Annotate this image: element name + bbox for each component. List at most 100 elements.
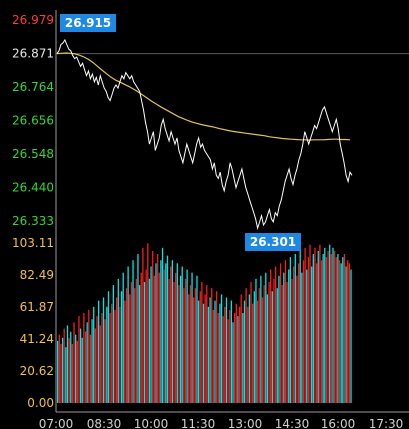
volume-bar bbox=[343, 254, 346, 403]
volume-bar bbox=[158, 272, 160, 403]
time-tick-label: 16:00 bbox=[321, 417, 356, 429]
volume-bar bbox=[261, 297, 264, 403]
volume-bar bbox=[296, 275, 298, 403]
volume-bar bbox=[199, 291, 201, 403]
volume-bar bbox=[315, 263, 318, 403]
high-callout-label: 26.915 bbox=[65, 16, 111, 30]
volume-bar bbox=[209, 297, 211, 403]
volume-bar bbox=[312, 254, 314, 403]
volume-bar bbox=[243, 300, 246, 403]
volume-bar bbox=[225, 297, 228, 403]
volume-bar bbox=[58, 334, 60, 403]
volume-bar bbox=[71, 344, 74, 403]
time-tick-label: 07:00 bbox=[39, 417, 74, 429]
volume-bar bbox=[252, 303, 254, 403]
volume-bar bbox=[101, 313, 103, 403]
volume-bar bbox=[78, 316, 80, 403]
volume-bar bbox=[89, 334, 92, 403]
volume-bar bbox=[311, 266, 313, 403]
volume-bar bbox=[66, 325, 69, 403]
volume-bar bbox=[238, 306, 241, 403]
volume-bar bbox=[97, 300, 100, 403]
volume-tick-label: 41.24 bbox=[20, 332, 54, 346]
volume-bar bbox=[112, 285, 115, 403]
volume-bar bbox=[84, 331, 87, 403]
volume-bar bbox=[229, 309, 231, 403]
volume-bar bbox=[204, 294, 206, 403]
volume-bar bbox=[61, 337, 64, 403]
volume-bar bbox=[302, 260, 305, 403]
volume-tick-label: 82.49 bbox=[20, 268, 54, 282]
volume-bar bbox=[165, 263, 167, 403]
volume-bar bbox=[186, 269, 188, 403]
volume-bar bbox=[147, 243, 149, 403]
volume-bar bbox=[142, 247, 144, 403]
price-tick-label: 26.440 bbox=[12, 181, 54, 195]
price-tick-label: 26.979 bbox=[12, 13, 54, 27]
volume-bar bbox=[175, 272, 177, 403]
volume-bar bbox=[109, 313, 111, 403]
volume-axis-labels: 0.00 20.62 41.24 61.87 82.49 103.11 bbox=[12, 236, 54, 410]
low-callout-box bbox=[245, 233, 301, 251]
volume-tick-label: 61.87 bbox=[20, 300, 54, 314]
volume-bar bbox=[160, 260, 162, 403]
volume-bar bbox=[279, 263, 282, 403]
volume-bar bbox=[314, 247, 316, 403]
time-tick-label: 13:00 bbox=[228, 417, 263, 429]
volume-bar bbox=[117, 278, 119, 403]
volume-bar bbox=[265, 272, 267, 403]
volume-bar bbox=[235, 303, 237, 403]
volume-bar bbox=[286, 281, 288, 403]
volume-bar bbox=[289, 257, 292, 403]
volume-bar bbox=[337, 254, 339, 403]
volume-bar bbox=[335, 257, 337, 403]
volume-bar bbox=[188, 294, 190, 403]
volume-bar bbox=[197, 300, 200, 403]
volume-bar bbox=[124, 300, 126, 403]
volume-bar bbox=[201, 281, 203, 403]
volume-bar bbox=[106, 306, 108, 403]
volume-bar bbox=[104, 319, 106, 403]
volume-bar bbox=[155, 263, 157, 403]
low-callout-label: 26.301 bbox=[250, 235, 296, 249]
volume-bar bbox=[319, 244, 321, 403]
time-tick-label: 17:30 bbox=[369, 417, 404, 429]
volume-bar bbox=[219, 303, 221, 403]
volume-bar bbox=[111, 303, 113, 403]
volume-bar bbox=[329, 244, 331, 403]
volume-bar bbox=[122, 272, 124, 403]
volume-bar bbox=[250, 281, 252, 403]
volume-tick-label: 0.00 bbox=[27, 396, 54, 410]
volume-bar bbox=[338, 260, 341, 403]
time-tick-label: 10:00 bbox=[134, 417, 169, 429]
volume-bar bbox=[93, 306, 95, 403]
volume-bar bbox=[332, 247, 334, 403]
volume-bar bbox=[222, 316, 224, 403]
volume-bar bbox=[129, 294, 131, 403]
volume-bar bbox=[60, 344, 62, 403]
volume-bar bbox=[234, 313, 236, 403]
volume-bar bbox=[178, 285, 180, 403]
volume-bar bbox=[327, 250, 329, 403]
volume-bar bbox=[256, 300, 259, 403]
volume-bar bbox=[57, 340, 59, 403]
volume-bar bbox=[150, 266, 152, 403]
volume-bar bbox=[81, 337, 83, 403]
volume-bar bbox=[65, 347, 67, 403]
volume-bar bbox=[284, 260, 287, 403]
volume-bar bbox=[268, 281, 270, 403]
volume-bar bbox=[193, 297, 195, 403]
volume-bar bbox=[340, 263, 342, 403]
volume-bar bbox=[135, 278, 137, 403]
volume-bar bbox=[253, 291, 255, 403]
volume-bar bbox=[347, 260, 349, 403]
volume-bar bbox=[181, 266, 183, 403]
volume-bar bbox=[211, 288, 213, 403]
volume-bar bbox=[240, 294, 242, 403]
volume-bar bbox=[237, 316, 239, 403]
volume-bar bbox=[79, 328, 82, 403]
volume-bar bbox=[294, 254, 296, 403]
volume-bar bbox=[70, 331, 72, 403]
volume-bar bbox=[132, 260, 134, 403]
price-tick-label: 26.656 bbox=[12, 114, 54, 128]
